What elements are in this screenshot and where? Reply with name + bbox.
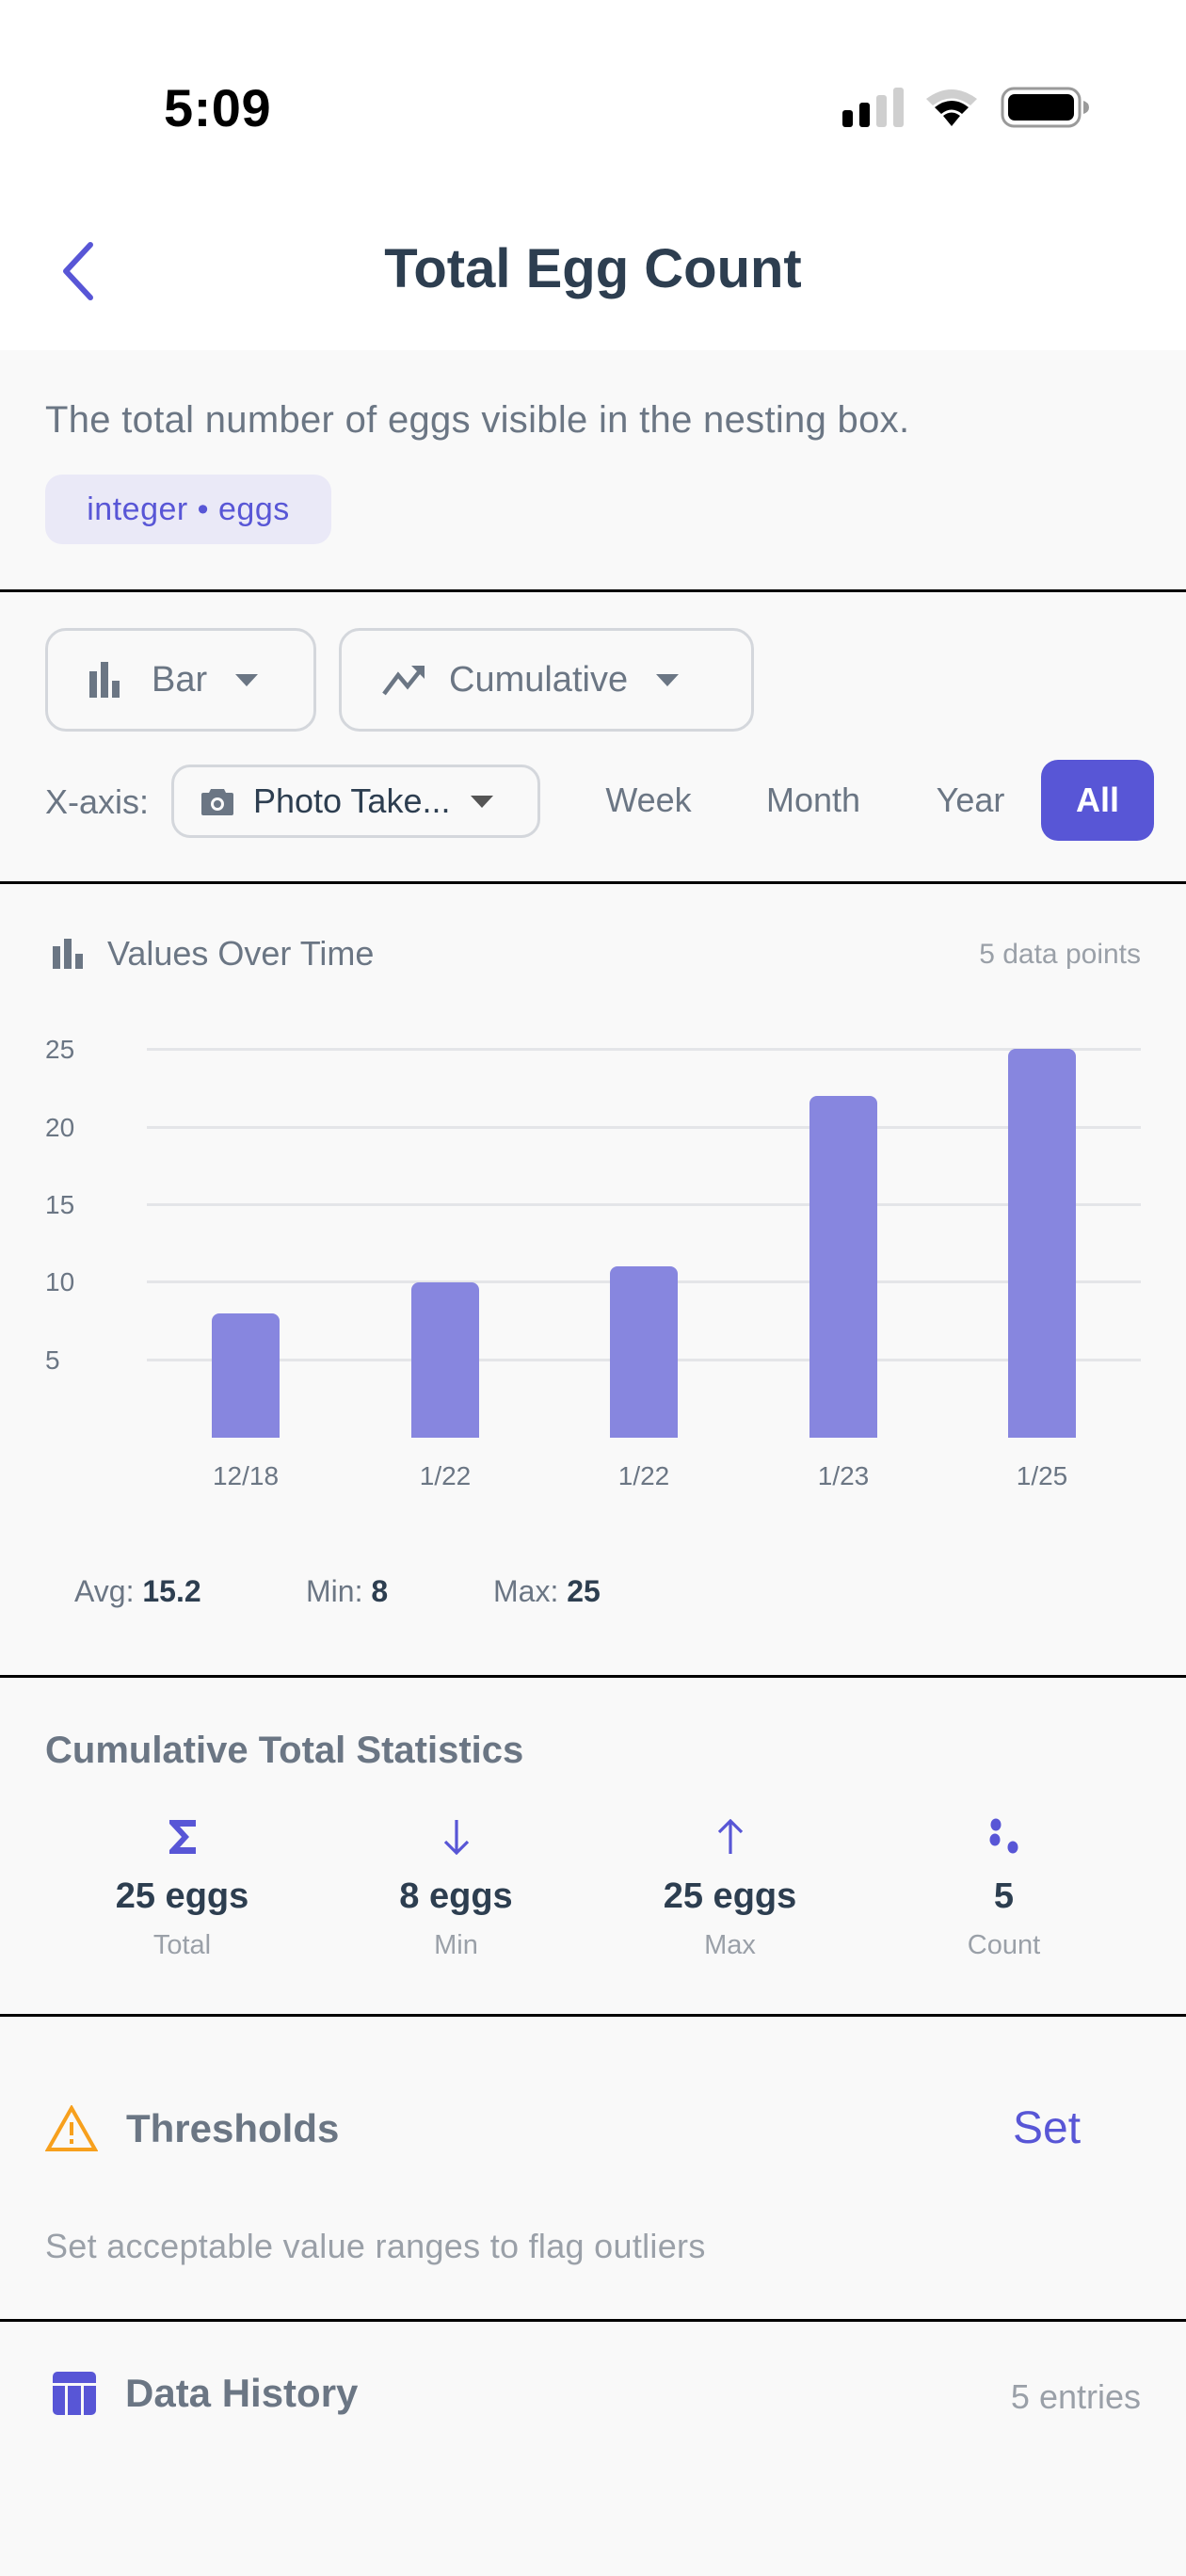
x-axis-label: X-axis:	[45, 782, 150, 821]
summary-max: Max: 25	[493, 1574, 601, 1609]
entries-count: 5 entries	[1010, 2377, 1141, 2416]
divider	[0, 881, 1186, 884]
aggregation-dropdown[interactable]: Cumulative	[339, 628, 754, 732]
arrow-up-icon	[593, 1812, 867, 1861]
x-tick: 1/25	[1016, 1461, 1068, 1490]
range-year-label: Year	[936, 781, 1005, 819]
wifi-icon	[924, 88, 979, 127]
bar-chart-icon	[89, 662, 120, 698]
divider	[0, 1675, 1186, 1678]
warning-icon	[45, 2105, 98, 2151]
y-tick: 15	[45, 1190, 75, 1219]
bar[interactable]	[809, 1096, 877, 1438]
trending-up-icon	[382, 666, 425, 696]
bar[interactable]	[411, 1282, 479, 1438]
page-title: Total Egg Count	[384, 238, 802, 299]
dots-icon	[867, 1812, 1141, 1861]
bar-chart-icon	[53, 939, 83, 969]
type-unit-badge: integer • eggs	[45, 475, 331, 544]
min-label: Min:	[306, 1574, 363, 1608]
arrow-down-icon	[319, 1812, 593, 1861]
max-label: Max:	[493, 1574, 559, 1608]
range-week-label: Week	[605, 781, 692, 819]
stat-total: 25 eggs Total	[45, 1812, 319, 1961]
battery-icon	[1001, 87, 1091, 128]
divider	[0, 589, 1186, 592]
chart-type-label: Bar	[152, 659, 208, 700]
range-month-label: Month	[765, 781, 861, 819]
stat-label: Min	[434, 1930, 478, 1960]
bar[interactable]	[212, 1313, 280, 1438]
gridline	[147, 1048, 1141, 1051]
sigma-icon	[45, 1812, 319, 1861]
thresholds-header: Thresholds	[45, 2105, 339, 2152]
avg-label: Avg:	[74, 1574, 135, 1608]
bar[interactable]	[610, 1266, 678, 1438]
table-icon	[53, 2372, 96, 2415]
chart-title: Values Over Time	[107, 934, 375, 973]
thresholds-title: Thresholds	[126, 2106, 340, 2150]
max-value: 25	[567, 1574, 601, 1608]
set-thresholds-button[interactable]: Set	[1013, 2103, 1082, 2153]
y-tick: 10	[45, 1267, 75, 1296]
stat-value: 5	[993, 1876, 1015, 1916]
metric-description: The total number of eggs visible in the …	[45, 399, 910, 441]
chart-header: Values Over Time	[53, 934, 374, 974]
range-year[interactable]: Year	[918, 760, 1023, 841]
min-value: 8	[371, 1574, 389, 1608]
stat-label: Total	[152, 1930, 212, 1960]
stat-max: 25 eggs Max	[593, 1812, 867, 1961]
range-all[interactable]: All	[1041, 760, 1154, 841]
thresholds-description: Set acceptable value ranges to flag outl…	[45, 2227, 706, 2265]
y-tick: 25	[45, 1035, 75, 1064]
y-tick: 20	[45, 1113, 75, 1142]
range-week[interactable]: Week	[588, 760, 709, 841]
x-axis-value: Photo Take...	[253, 781, 451, 820]
x-tick: 1/22	[617, 1461, 670, 1490]
divider	[0, 2014, 1186, 2017]
back-button[interactable]	[55, 237, 107, 305]
chevron-left-icon	[63, 242, 93, 300]
stat-value: 25 eggs	[663, 1876, 797, 1916]
stat-value: 25 eggs	[115, 1876, 249, 1916]
camera-icon	[201, 789, 233, 815]
aggregation-label: Cumulative	[449, 659, 629, 700]
stats-title: Cumulative Total Statistics	[45, 1730, 524, 1771]
stat-value: 8 eggs	[399, 1876, 513, 1916]
x-tick: 1/22	[419, 1461, 472, 1490]
range-all-label: All	[1075, 781, 1119, 819]
top-bar	[0, 0, 1186, 350]
data-history-title: Data History	[125, 2371, 359, 2415]
summary-avg: Avg: 15.2	[74, 1574, 201, 1609]
badge-text: integer • eggs	[87, 491, 290, 527]
data-history-header[interactable]: Data History	[52, 2371, 358, 2416]
x-tick: 12/18	[212, 1461, 280, 1490]
x-axis-dropdown[interactable]: Photo Take...	[171, 765, 540, 838]
caret-down-icon	[471, 795, 494, 808]
gridline	[147, 1203, 1141, 1206]
data-points-count: 5 data points	[979, 939, 1141, 970]
stat-min: 8 eggs Min	[319, 1812, 593, 1961]
summary-min: Min: 8	[306, 1574, 388, 1609]
gridline	[147, 1126, 1141, 1129]
stat-label: Count	[967, 1930, 1041, 1960]
range-month[interactable]: Month	[744, 760, 883, 841]
avg-value: 15.2	[142, 1574, 201, 1608]
x-tick: 1/23	[817, 1461, 870, 1490]
stat-count: 5 Count	[867, 1812, 1141, 1961]
status-time: 5:09	[164, 78, 272, 137]
bar[interactable]	[1008, 1049, 1076, 1438]
caret-down-icon	[656, 673, 680, 686]
stat-label: Max	[704, 1930, 756, 1960]
y-tick: 5	[45, 1345, 60, 1375]
chart-type-dropdown[interactable]: Bar	[45, 628, 316, 732]
divider	[0, 2319, 1186, 2322]
caret-down-icon	[235, 673, 259, 686]
cellular-signal-icon	[842, 88, 905, 127]
